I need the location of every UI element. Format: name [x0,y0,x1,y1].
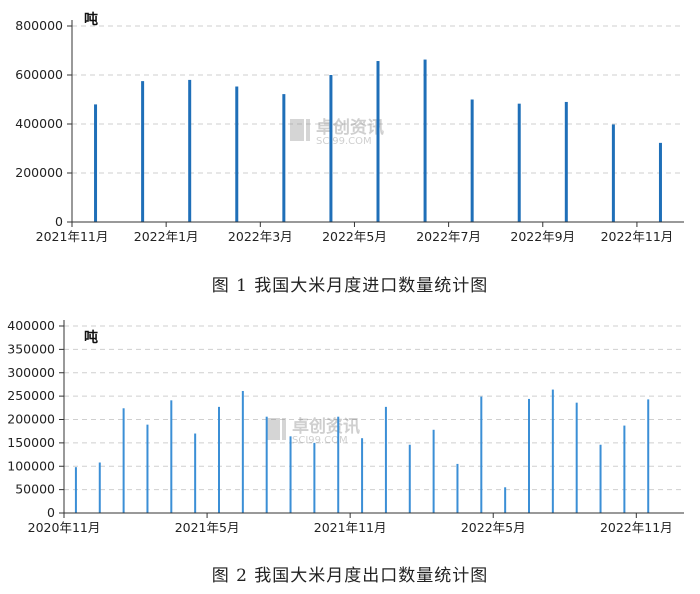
bar [623,425,626,513]
bar [504,487,507,513]
y-tick-label: 350000 [7,341,55,356]
bar [456,463,459,513]
y-tick-label: 800000 [15,18,63,33]
import-chart-caption: 图 1 我国大米月度进口数量统计图 [211,276,489,296]
bar [241,390,244,513]
y-tick-label: 400000 [15,116,63,131]
bar [170,400,173,513]
bar [98,462,101,513]
bar [265,416,268,513]
bar [122,408,125,513]
watermark-logo [266,418,280,440]
bar [74,467,77,513]
export-chart-svg: 0 50000 100000 150000 200000 250000 300000 3500… [7,318,684,535]
bar [235,86,239,222]
x-tick-label: 2022年5月 [322,229,387,244]
bar [313,442,316,513]
bar [599,444,602,513]
bar [146,424,149,513]
x-tick-label: 2022年7月 [416,229,481,244]
watermark-subtext: SCI99.COM [316,136,372,147]
y-tick-label: 50000 [15,482,55,497]
bar [658,142,662,222]
watermark-logo-bar [282,418,286,440]
watermark-text: 卓创资讯 [316,117,384,138]
bar [361,438,364,513]
x-tick-label: 2021年5月 [175,520,240,535]
bar [329,75,333,222]
bar [470,99,474,222]
bar [564,101,568,222]
x-tick-label: 2022年1月 [134,229,199,244]
bar [528,398,530,513]
x-tick-label: 2022年9月 [510,229,575,244]
watermark-logo [290,119,304,141]
x-tick-label: 2020年11月 [28,520,101,535]
bar [647,399,650,513]
watermark-subtext: SCI99.COM [292,435,348,446]
y-tick-label: 100000 [7,458,55,473]
x-tick-label: 2021年11月 [36,229,109,244]
x-tick-label: 2021年11月 [314,520,387,535]
bar [611,124,615,222]
import-chart: 0 200000 400000 600000 800000 卓创资讯 SCI99.COM 20… [0,0,700,258]
bar [188,79,192,223]
bar [480,396,483,513]
unit-label: 吨 [84,11,98,28]
y-tick-label: 300000 [7,365,55,380]
bar [141,81,145,222]
y-tick-label: 200000 [15,165,63,180]
bar [575,402,578,513]
watermark-text: 卓创资讯 [292,416,360,437]
bar [282,94,286,222]
bar [289,436,292,513]
x-tick-label: 2022年5月 [461,520,526,535]
bar [432,429,435,513]
export-chart-caption: 图 2 我国大米月度出口数量统计图 [211,566,489,586]
x-tick-label: 2022年11月 [601,229,674,244]
y-tick-label: 200000 [7,412,55,427]
x-tick-label: 2022年11月 [600,520,673,535]
bar [384,406,387,513]
y-tick-label: 0 [55,214,63,229]
bar [376,61,380,222]
unit-label: 吨 [84,329,98,346]
bar [408,444,411,513]
bar [423,59,427,222]
y-tick-label: 0 [47,505,55,520]
y-tick-label: 600000 [15,67,63,82]
y-tick-label: 400000 [7,318,55,333]
bar [551,389,554,513]
bar [218,406,220,513]
x-tick-label: 2022年3月 [228,229,293,244]
bar [94,104,98,222]
y-tick-label: 250000 [7,388,55,403]
bar [517,103,521,222]
bar [337,416,340,513]
y-tick-label: 150000 [7,435,55,450]
export-chart: 0 50000 100000 150000 200000 250000 300000 3500… [0,312,700,548]
bar [194,433,197,513]
watermark-logo-bar [306,119,310,141]
